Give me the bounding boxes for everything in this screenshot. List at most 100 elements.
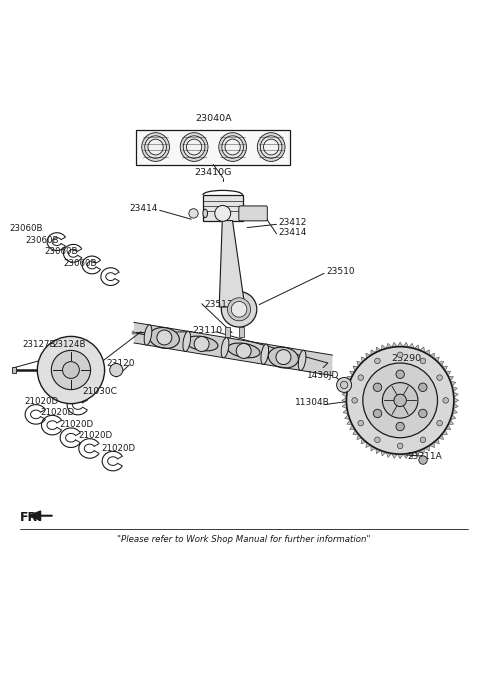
Circle shape bbox=[228, 299, 250, 320]
Circle shape bbox=[194, 337, 209, 352]
Ellipse shape bbox=[180, 133, 208, 161]
Polygon shape bbox=[454, 397, 458, 403]
Polygon shape bbox=[134, 322, 333, 376]
Circle shape bbox=[420, 358, 426, 364]
Circle shape bbox=[437, 421, 443, 426]
Circle shape bbox=[276, 350, 291, 365]
Ellipse shape bbox=[260, 136, 282, 158]
Ellipse shape bbox=[145, 136, 167, 158]
Circle shape bbox=[443, 397, 448, 403]
Polygon shape bbox=[420, 448, 424, 453]
Polygon shape bbox=[403, 342, 408, 347]
Text: 11304B: 11304B bbox=[295, 398, 330, 407]
Ellipse shape bbox=[203, 209, 207, 218]
Circle shape bbox=[374, 437, 380, 443]
Polygon shape bbox=[397, 342, 403, 347]
Circle shape bbox=[340, 381, 348, 389]
Polygon shape bbox=[345, 381, 350, 386]
Circle shape bbox=[215, 205, 231, 222]
Polygon shape bbox=[386, 343, 392, 349]
Polygon shape bbox=[452, 409, 457, 415]
Polygon shape bbox=[452, 386, 457, 392]
Polygon shape bbox=[445, 371, 451, 376]
Ellipse shape bbox=[148, 139, 163, 155]
Polygon shape bbox=[453, 403, 458, 409]
Ellipse shape bbox=[183, 136, 205, 158]
Polygon shape bbox=[349, 425, 355, 430]
Text: 23510: 23510 bbox=[327, 267, 356, 276]
Polygon shape bbox=[430, 442, 434, 447]
Polygon shape bbox=[342, 392, 347, 397]
Ellipse shape bbox=[186, 336, 218, 351]
Circle shape bbox=[396, 422, 404, 431]
Polygon shape bbox=[361, 438, 366, 444]
Circle shape bbox=[373, 383, 382, 391]
Ellipse shape bbox=[219, 133, 247, 161]
Circle shape bbox=[419, 383, 427, 391]
Circle shape bbox=[62, 362, 79, 378]
Polygon shape bbox=[403, 453, 408, 458]
FancyBboxPatch shape bbox=[239, 206, 267, 221]
Circle shape bbox=[358, 375, 363, 380]
Ellipse shape bbox=[187, 139, 202, 155]
Circle shape bbox=[420, 437, 426, 443]
Text: 23060B: 23060B bbox=[45, 248, 78, 256]
Polygon shape bbox=[448, 376, 454, 381]
Polygon shape bbox=[424, 350, 430, 355]
Polygon shape bbox=[29, 511, 41, 521]
Circle shape bbox=[221, 291, 257, 327]
Ellipse shape bbox=[261, 344, 269, 365]
Ellipse shape bbox=[264, 139, 279, 155]
Polygon shape bbox=[414, 451, 420, 456]
Polygon shape bbox=[424, 445, 430, 451]
Polygon shape bbox=[343, 409, 348, 415]
Circle shape bbox=[383, 382, 418, 418]
Text: 23060B: 23060B bbox=[63, 259, 96, 268]
Text: 23040A: 23040A bbox=[195, 114, 232, 123]
Ellipse shape bbox=[225, 139, 240, 155]
Polygon shape bbox=[361, 357, 366, 363]
Circle shape bbox=[397, 352, 403, 358]
Polygon shape bbox=[408, 343, 414, 349]
Bar bbox=[225, 327, 230, 337]
Polygon shape bbox=[376, 347, 381, 352]
Ellipse shape bbox=[142, 133, 169, 161]
Bar bbox=[203, 195, 242, 220]
Polygon shape bbox=[343, 386, 348, 392]
Polygon shape bbox=[371, 445, 376, 451]
Ellipse shape bbox=[221, 337, 229, 358]
Bar bbox=[12, 367, 16, 373]
Ellipse shape bbox=[144, 325, 152, 345]
Polygon shape bbox=[414, 345, 420, 350]
Polygon shape bbox=[347, 419, 352, 425]
Circle shape bbox=[394, 394, 407, 406]
Polygon shape bbox=[381, 345, 386, 350]
Ellipse shape bbox=[257, 133, 285, 161]
Polygon shape bbox=[448, 419, 454, 425]
Text: 23311A: 23311A bbox=[407, 452, 442, 461]
Polygon shape bbox=[386, 452, 392, 458]
Polygon shape bbox=[366, 353, 371, 358]
Ellipse shape bbox=[298, 350, 306, 371]
Text: 23127B: 23127B bbox=[22, 340, 55, 349]
Polygon shape bbox=[345, 415, 350, 419]
Polygon shape bbox=[450, 381, 456, 386]
Circle shape bbox=[373, 409, 382, 418]
Circle shape bbox=[110, 363, 123, 377]
Text: 23060B: 23060B bbox=[10, 224, 43, 233]
Polygon shape bbox=[420, 347, 424, 352]
Polygon shape bbox=[434, 357, 439, 363]
Polygon shape bbox=[381, 451, 386, 456]
Text: 23110: 23110 bbox=[192, 326, 223, 335]
Polygon shape bbox=[376, 448, 381, 453]
Circle shape bbox=[419, 456, 427, 464]
Circle shape bbox=[374, 358, 380, 364]
Circle shape bbox=[336, 378, 352, 393]
Circle shape bbox=[358, 421, 363, 426]
Polygon shape bbox=[445, 425, 451, 430]
Polygon shape bbox=[347, 376, 352, 381]
Text: FR.: FR. bbox=[20, 511, 43, 524]
Text: 23410G: 23410G bbox=[195, 168, 232, 177]
Ellipse shape bbox=[228, 343, 260, 358]
Circle shape bbox=[397, 443, 403, 449]
